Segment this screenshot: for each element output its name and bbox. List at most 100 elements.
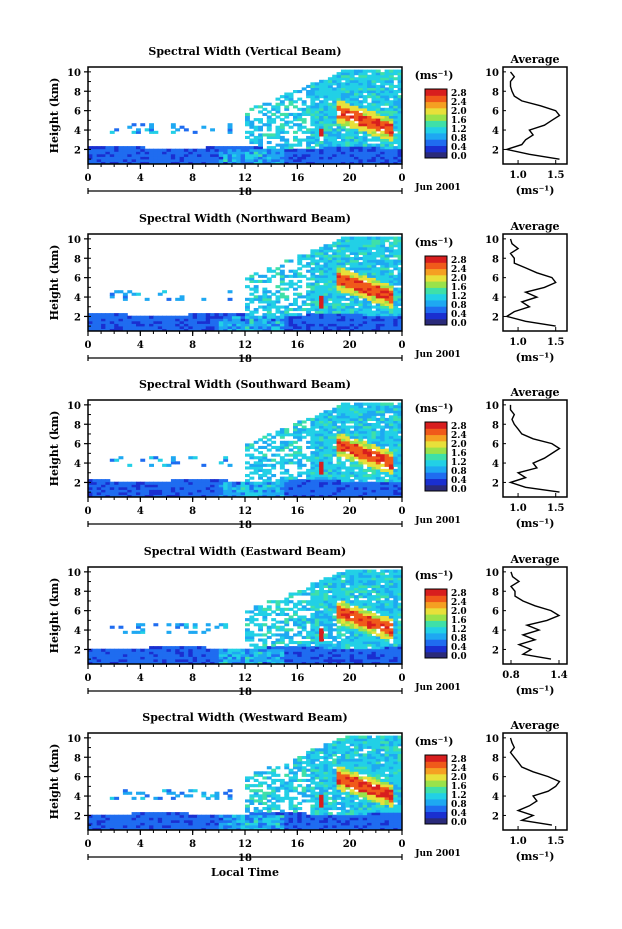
heatmap-cell [388, 151, 394, 155]
heatmap-cell [367, 151, 372, 155]
heatmap-cell [358, 579, 364, 583]
heatmap-cell [210, 151, 215, 155]
heatmap-cell [362, 148, 368, 152]
heatmap-cell [345, 448, 351, 452]
heatmap-cell [327, 605, 333, 609]
heatmap-cell [345, 456, 351, 460]
heatmap-cell [327, 463, 333, 467]
heatmap-cell [279, 658, 285, 662]
heatmap-cell [349, 602, 355, 606]
heatmap-cell [319, 641, 324, 645]
heatmap-cell [367, 251, 372, 255]
heatmap-cell [323, 625, 329, 629]
heatmap-cell [118, 656, 124, 660]
heatmap-cell [388, 440, 394, 444]
heatmap-cell [92, 656, 98, 660]
heatmap-cell [253, 605, 259, 609]
heatmap-cell [253, 481, 259, 485]
heatmap-cell [105, 484, 111, 488]
panel-title: Spectral Width (Eastward Beam) [144, 545, 346, 558]
heatmap-cell [349, 491, 355, 495]
heatmap-cell [245, 445, 250, 449]
heatmap-cell [327, 433, 333, 437]
heatmap-cell [301, 323, 307, 327]
heatmap-cell [297, 484, 303, 488]
heatmap-cell [131, 630, 137, 634]
heatmap-cell [388, 313, 394, 317]
heatmap-cell [223, 656, 229, 660]
heatmap-cell [340, 584, 346, 588]
heatmap-cell [362, 600, 368, 604]
heatmap-cell [340, 153, 346, 157]
heatmap-cell [336, 646, 342, 650]
heatmap-cell [375, 112, 381, 116]
heatmap-cell [249, 491, 255, 495]
heatmap-cell [336, 320, 342, 324]
heatmap-cell [279, 476, 285, 480]
heatmap-cell [397, 476, 403, 480]
heatmap-cell [183, 153, 189, 157]
heatmap-cell [327, 79, 333, 83]
heatmap-cell [358, 466, 364, 470]
heatmap-cell [323, 90, 329, 94]
heatmap-cell [354, 415, 359, 419]
heatmap-cell [258, 646, 263, 650]
heatmap-cell [314, 310, 320, 314]
heatmap-cell [332, 428, 338, 432]
heatmap-cell [375, 128, 381, 132]
heatmap-cell [349, 318, 355, 322]
heatmap-cell [253, 643, 259, 647]
heatmap-cell [384, 425, 390, 429]
heatmap-cell [275, 323, 281, 327]
heatmap-cell [122, 313, 128, 317]
heatmap-cell [310, 262, 316, 266]
heatmap-cell [266, 491, 272, 495]
heatmap-cell [327, 143, 333, 147]
heatmap-cell [319, 110, 324, 114]
heatmap-cell [371, 138, 377, 142]
heatmap-cell [393, 491, 399, 495]
heatmap-cell [388, 153, 394, 157]
heatmap-cell [393, 320, 399, 324]
heatmap-cell [301, 302, 307, 306]
heatmap-cell [397, 448, 403, 452]
heatmap-cell [336, 72, 342, 76]
heatmap-cell [362, 239, 368, 243]
heatmap-cell [214, 156, 220, 160]
heatmap-cell [306, 481, 311, 485]
heatmap-cell [336, 274, 342, 278]
heatmap-cell [293, 453, 298, 457]
heatmap-cell [245, 153, 250, 157]
heatmap-cell [362, 151, 368, 155]
heatmap-cell [332, 79, 338, 83]
heatmap-cell [332, 592, 338, 596]
heatmap-cell [293, 151, 298, 155]
heatmap-cell [271, 641, 277, 645]
heatmap-cell [323, 313, 329, 317]
heatmap-cell [170, 479, 176, 483]
heatmap-cell [327, 643, 333, 647]
heatmap-cell [393, 484, 399, 488]
heatmap-cell [131, 648, 137, 652]
heatmap-cell [288, 489, 294, 493]
heatmap-cell [371, 661, 377, 665]
heatmap-cell [358, 407, 364, 411]
heatmap-cell [397, 456, 403, 460]
heatmap-cell [371, 74, 377, 78]
heatmap-cell [297, 318, 303, 322]
heatmap-cell [284, 481, 290, 485]
heatmap-cell [271, 135, 277, 139]
heatmap-cell [340, 494, 346, 498]
heatmap-cell [279, 638, 285, 642]
heatmap-cell [149, 325, 154, 329]
heatmap-cell [354, 290, 359, 294]
heatmap-cell [249, 471, 255, 475]
heatmap-cell [314, 415, 320, 419]
heatmap-cell [349, 115, 355, 119]
heatmap-cell [144, 297, 150, 301]
heatmap-cell [306, 607, 311, 611]
heatmap-cell [371, 315, 377, 319]
heatmap-cell [358, 415, 364, 419]
heatmap-cell [362, 476, 368, 480]
colorbar-tick-label: 0.8 [451, 134, 467, 144]
